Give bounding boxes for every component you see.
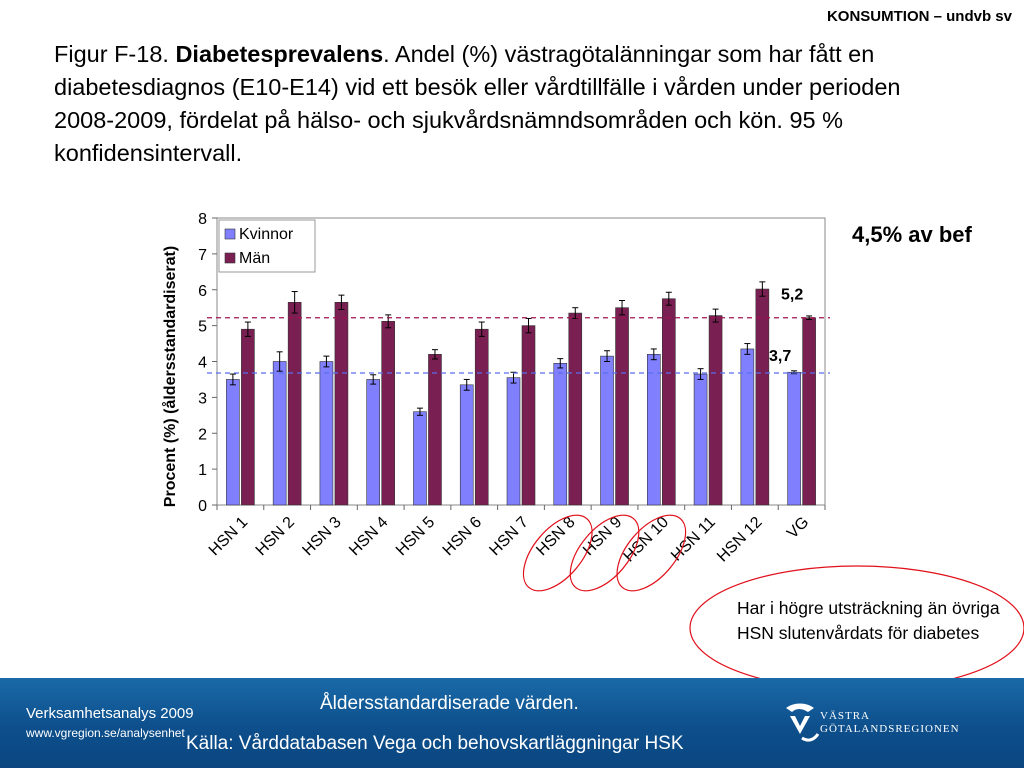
- x-category-label: HSN 10: [620, 514, 672, 566]
- x-category-label: HSN 5: [393, 514, 438, 559]
- y-tick-label: 4: [198, 355, 207, 372]
- bar-man: [287, 302, 302, 506]
- highlight-note: Har i högre utsträckning än övriga HSN s…: [737, 598, 1000, 643]
- legend-swatch: [224, 228, 236, 240]
- figure-caption: Figur F-18. Diabetesprevalens. Andel (%)…: [54, 38, 934, 170]
- y-tick-label: 6: [198, 283, 207, 300]
- vgregion-logo: [786, 703, 820, 742]
- y-tick-label: 5: [198, 319, 207, 336]
- figure-prefix: Figur F-18.: [54, 41, 176, 67]
- reference-line-label: 5,2: [781, 287, 803, 304]
- y-tick-label: 0: [198, 498, 207, 515]
- x-category-label: HSN 1: [206, 514, 251, 559]
- bar-kvinnor: [459, 384, 474, 506]
- highlight-ellipse: [616, 514, 687, 592]
- y-tick-label: 3: [198, 390, 207, 407]
- bar-kvinnor: [693, 373, 708, 506]
- x-category-label: VG: [784, 514, 812, 542]
- footer-source: Källa: Vårddatabasen Vega och behovskart…: [186, 733, 684, 754]
- bar-man: [521, 325, 536, 506]
- bar-kvinnor: [226, 379, 240, 506]
- bar-man: [708, 315, 723, 506]
- x-category-label: HSN 12: [714, 514, 766, 566]
- population-share-label: 4,5% av bef: [852, 222, 972, 247]
- bar-man: [755, 288, 770, 506]
- footer-note: Åldersstandardiserade värden.: [320, 693, 579, 714]
- x-category-label: HSN 11: [668, 514, 719, 565]
- bar-kvinnor: [506, 377, 521, 506]
- bar-kvinnor: [366, 379, 380, 506]
- x-category-label: HSN 2: [253, 514, 298, 559]
- bar-man: [662, 298, 676, 506]
- legend-label: Kvinnor: [239, 226, 294, 243]
- bar-man: [241, 328, 255, 506]
- legend-swatch: [224, 252, 236, 264]
- reference-line-label: 3,7: [769, 348, 791, 365]
- x-category-label: HSN 3: [299, 514, 344, 559]
- figure-caption-rest: . Andel (%) västragötalänningar som har …: [54, 41, 901, 166]
- y-tick-label: 2: [198, 426, 207, 443]
- y-tick-label: 1: [198, 462, 207, 479]
- bar-kvinnor: [787, 371, 801, 506]
- legend-box: [218, 219, 316, 273]
- bar-kvinnor: [319, 361, 334, 506]
- bar-man: [334, 302, 349, 506]
- bar-man: [802, 317, 816, 506]
- highlight-ellipse: [522, 514, 593, 592]
- logo-wordmark: VÄSTRA GÖTALANDSREGIONEN: [820, 710, 960, 736]
- corner-label: KONSUMTION – undvb sv: [826, 8, 1012, 25]
- bar-kvinnor: [272, 361, 287, 506]
- logo-mark-icon: [786, 703, 820, 742]
- bar-man: [474, 328, 489, 506]
- logo-line-2: GÖTALANDSREGIONEN: [820, 723, 960, 735]
- bar-kvinnor: [553, 362, 568, 506]
- highlight-ellipse: [569, 514, 640, 592]
- figure-bold-title: Diabetesprevalens: [175, 41, 384, 67]
- bar-man: [381, 321, 395, 506]
- bar-man: [615, 307, 629, 506]
- bar-man: [428, 354, 442, 506]
- x-category-label: HSN 7: [486, 514, 531, 559]
- y-axis-label: Procent (%) (åldersstandardiserat): [161, 246, 179, 507]
- bar-kvinnor: [600, 355, 614, 506]
- bar-man: [568, 312, 583, 506]
- logo-line-1: VÄSTRA: [820, 710, 871, 722]
- y-tick-label: 7: [198, 247, 207, 264]
- x-category-label: HSN 4: [346, 514, 391, 559]
- footer-url[interactable]: www.vgregion.se/analysenhet: [26, 726, 185, 740]
- legend-label: Män: [239, 250, 270, 267]
- footer-band: [0, 678, 1024, 768]
- bar-kvinnor: [413, 411, 427, 506]
- x-category-label: HSN 6: [440, 514, 485, 559]
- y-tick-label: 8: [198, 211, 207, 228]
- bar-kvinnor: [647, 354, 661, 506]
- footer-org: Verksamhetsanalys 2009: [26, 705, 194, 722]
